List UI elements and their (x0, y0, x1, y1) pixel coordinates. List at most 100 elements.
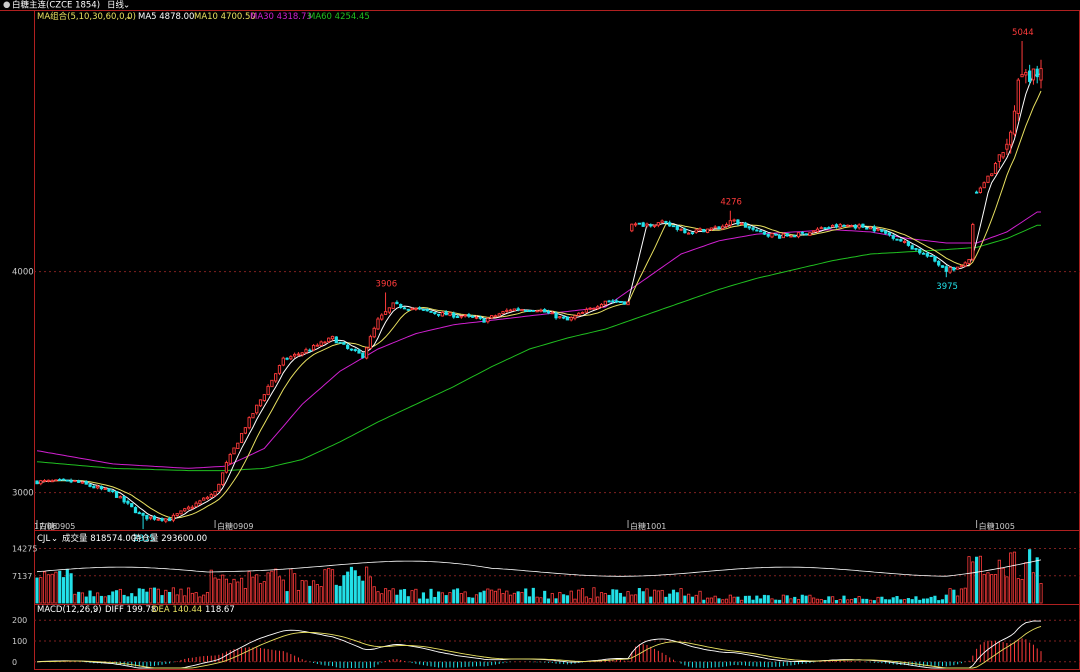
candle (755, 228, 759, 232)
symbol-title[interactable]: 白糖主连(CZCE 1854) (12, 0, 100, 11)
volume-bar (35, 577, 39, 604)
candle (675, 225, 679, 232)
candle (323, 340, 327, 344)
volume-bar (512, 592, 516, 604)
candle (258, 399, 263, 408)
volume-bar (410, 590, 414, 604)
macd-tick-label: 200 (12, 616, 27, 625)
period-chevron-down-icon[interactable]: ⌄ (123, 1, 130, 11)
volume-bar (724, 598, 729, 604)
candle (899, 238, 903, 242)
volume-bar (114, 590, 119, 604)
candle (141, 512, 145, 530)
candle (395, 300, 399, 305)
cjl-chevron-down-icon[interactable]: ⌄ (51, 534, 58, 544)
candle (937, 260, 941, 267)
volume-bar (156, 588, 160, 604)
candle (467, 312, 471, 319)
macd-label[interactable]: MACD(12,26,9) (37, 605, 102, 615)
volume-bar (406, 596, 410, 604)
volume-bar (240, 577, 244, 604)
volume-bar (637, 588, 641, 604)
period-selector[interactable]: 日线 (107, 0, 125, 11)
volume-bar (740, 599, 744, 604)
volume-bar (751, 599, 755, 604)
ma-group-label[interactable]: MA组合(5,10,30,60,0,0) (37, 11, 136, 22)
volume-bar (736, 596, 740, 604)
candle (167, 516, 172, 522)
candle (224, 460, 229, 474)
volume-bar (365, 566, 369, 604)
candle (296, 351, 301, 357)
candle (728, 210, 732, 227)
candle (603, 300, 607, 306)
volume-bar (478, 592, 482, 604)
candle (418, 306, 422, 311)
volume-bar (857, 596, 861, 604)
volume-bar (959, 588, 964, 604)
candle (58, 478, 62, 482)
candle (334, 336, 338, 344)
volume-bar (675, 592, 679, 604)
price-annotation: 5044 (1012, 28, 1034, 38)
volume-bar (580, 588, 585, 604)
candle (974, 190, 979, 194)
volume-bar (304, 580, 308, 604)
candle (830, 224, 835, 228)
candle (842, 224, 846, 227)
volume-bar (823, 599, 827, 604)
volume-bar (270, 570, 274, 604)
volume-bar (937, 600, 941, 604)
candle (569, 316, 573, 322)
cjl-label[interactable]: CJL (37, 534, 50, 544)
candle (266, 384, 270, 396)
volume-bar (706, 597, 710, 604)
candle (929, 255, 933, 258)
volume-bar (611, 589, 615, 604)
volume-bar (293, 573, 297, 604)
candle (364, 346, 369, 360)
candle (918, 248, 922, 255)
candle (209, 492, 213, 499)
candle (493, 314, 498, 318)
volume-bar (130, 593, 134, 604)
volume-bar (205, 592, 210, 604)
candle (383, 292, 388, 315)
macd-tick-label: 100 (12, 637, 27, 646)
candle (387, 307, 391, 315)
candle (77, 479, 81, 483)
volume-bar (743, 595, 748, 604)
candle (327, 337, 331, 344)
candle (857, 223, 861, 230)
ma-chevron-down-icon[interactable]: ⌄ (125, 12, 132, 22)
volume-bar (183, 595, 187, 604)
volume-bar (626, 591, 630, 604)
volume-bar (361, 580, 365, 604)
candle (482, 318, 486, 323)
candle (69, 478, 73, 484)
volume-bar (122, 594, 126, 604)
volume-bar (118, 588, 122, 604)
volume-bar (96, 592, 100, 604)
volume-bar (891, 597, 895, 604)
volume-bar (599, 592, 604, 604)
volume-bar (812, 597, 816, 604)
candle (895, 238, 899, 241)
volume-bar (618, 592, 623, 604)
macd-chevron-down-icon[interactable]: ⌄ (92, 605, 99, 615)
candle (311, 344, 316, 352)
volume-bar (698, 590, 702, 604)
candle (190, 505, 194, 510)
volume-bar (395, 594, 399, 604)
volume-bar (300, 580, 304, 604)
volume-bar (884, 599, 888, 604)
candle (789, 235, 793, 238)
volume-bar (228, 583, 232, 604)
volume-bar (577, 589, 581, 604)
header: ● 白糖主连(CZCE 1854) 日线 ⌄ MA组合(5,10,30,60,0… (3, 0, 370, 22)
candle (637, 222, 642, 225)
candle (717, 226, 721, 230)
candle (421, 308, 426, 311)
volume-bar (925, 598, 929, 604)
candle (687, 231, 691, 235)
